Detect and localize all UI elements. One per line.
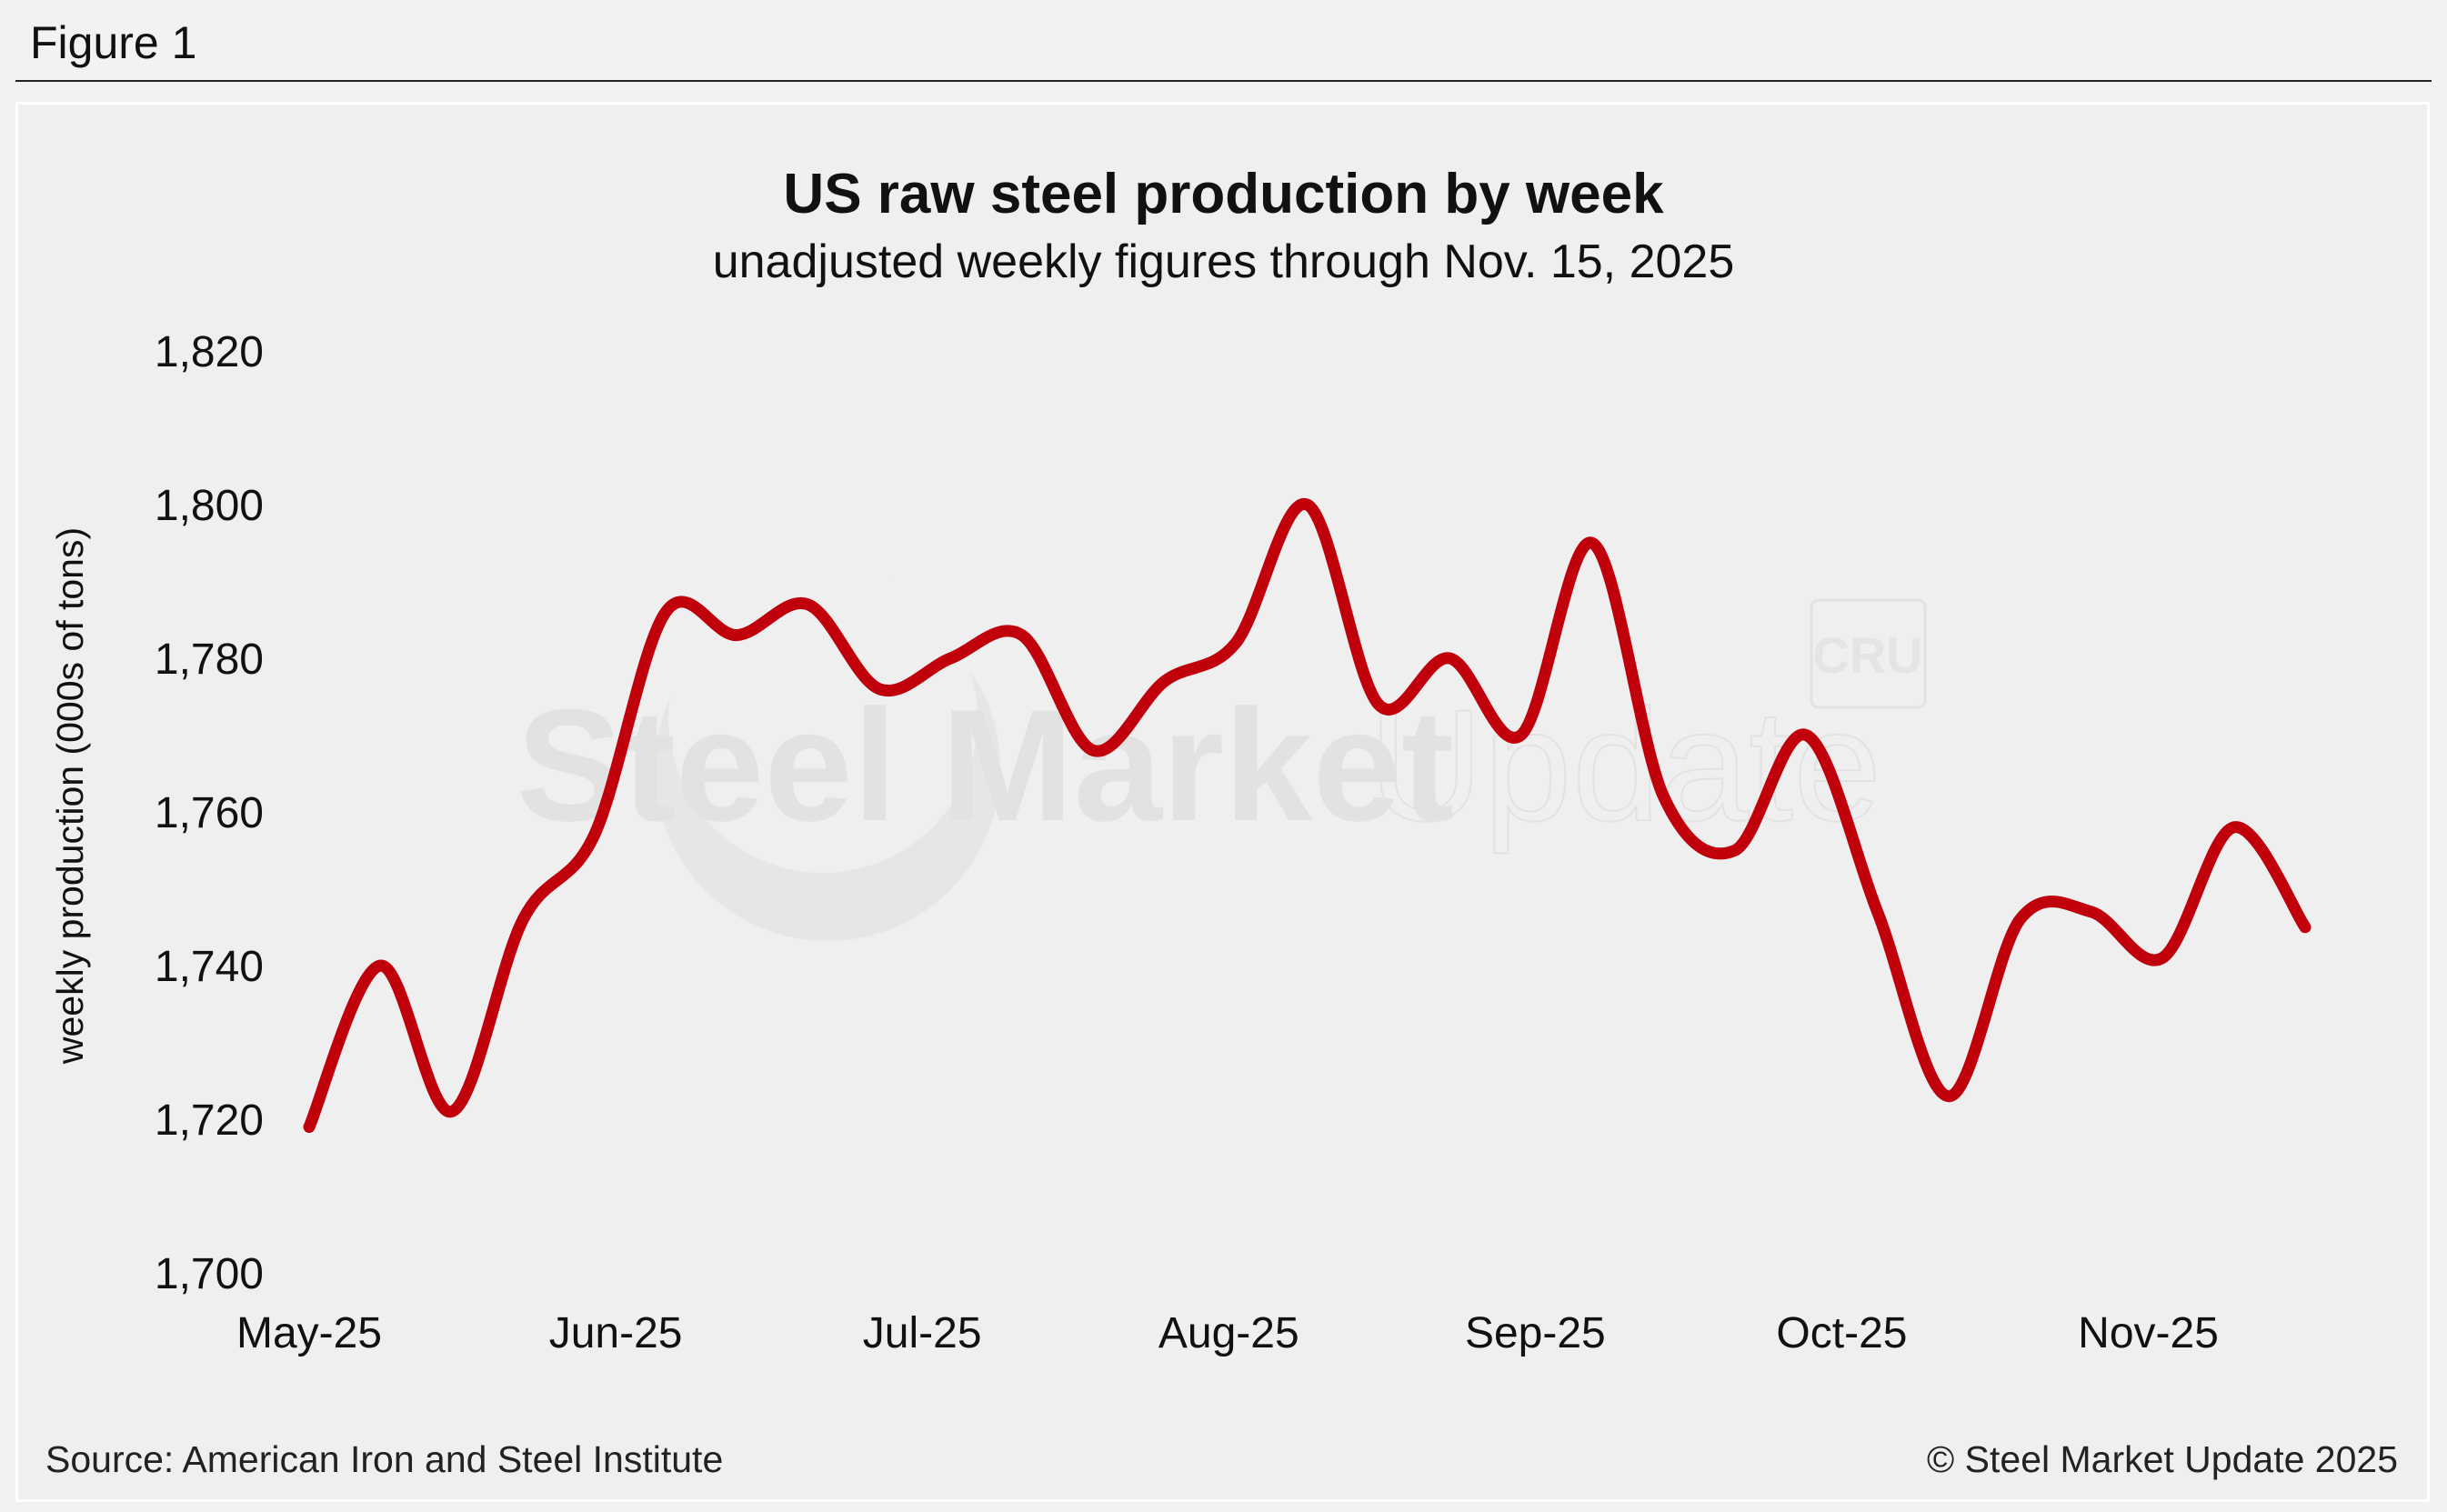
series-layer xyxy=(303,498,2312,1133)
copyright-note: © Steel Market Update 2025 xyxy=(1927,1438,2398,1480)
data-point xyxy=(450,1110,453,1113)
y-tick-label: 1,780 xyxy=(155,636,264,684)
data-point xyxy=(1948,1095,1950,1097)
chart-title: US raw steel production by week xyxy=(783,163,1664,225)
data-point xyxy=(1092,749,1095,752)
data-point xyxy=(1733,849,1736,852)
data-point xyxy=(1805,734,1808,736)
x-tick-label: Sep-25 xyxy=(1465,1309,1606,1357)
data-point xyxy=(878,687,881,690)
x-tick-label: Jul-25 xyxy=(863,1309,982,1357)
chart-panel xyxy=(15,102,2430,1502)
data-point xyxy=(1020,634,1023,636)
x-tick-label: Nov-25 xyxy=(2078,1309,2219,1357)
watermark-brand-bold: Steel Market xyxy=(516,677,1454,855)
x-tick-label: Aug-25 xyxy=(1158,1309,1299,1357)
data-point xyxy=(1449,657,1451,659)
data-point xyxy=(379,965,382,966)
x-tick-label: Jun-25 xyxy=(549,1309,683,1357)
figure-label: Figure 1 xyxy=(30,17,197,68)
data-point xyxy=(593,834,596,836)
data-point xyxy=(2161,956,2164,959)
y-axis: 1,700 1,720 1,740 1,760 1,780 1,800 1,820 xyxy=(155,328,264,1298)
data-point xyxy=(1591,542,1594,545)
y-tick-label: 1,800 xyxy=(155,482,264,530)
y-tick-label: 1,820 xyxy=(155,328,264,376)
x-axis: May-25 Jun-25 Jul-25 Aug-25 Sep-25 Oct-25 Nov-… xyxy=(236,1309,2219,1357)
x-tick-label: May-25 xyxy=(236,1309,382,1357)
y-tick-label: 1,760 xyxy=(155,789,264,837)
watermark-brand-light: Update xyxy=(1369,677,1881,855)
data-point xyxy=(522,918,525,921)
data-point xyxy=(665,611,667,614)
chart-subtitle: unadjusted weekly figures through Nov. 1… xyxy=(712,235,1735,288)
x-tick-label: Oct-25 xyxy=(1776,1309,1907,1357)
y-tick-label: 1,700 xyxy=(155,1250,264,1298)
y-tick-label: 1,740 xyxy=(155,943,264,991)
y-tick-label: 1,720 xyxy=(155,1096,264,1145)
watermark: Steel Market Update CRU xyxy=(516,564,1927,941)
y-axis-label: weekly production (000s of tons) xyxy=(49,527,91,1065)
data-point xyxy=(1235,642,1238,645)
data-point xyxy=(2090,910,2092,913)
source-note: Source: American Iron and Steel Institut… xyxy=(45,1438,724,1480)
series-line xyxy=(303,498,2312,1133)
data-point xyxy=(2304,926,2306,928)
data-point xyxy=(1306,504,1309,506)
data-point xyxy=(1519,734,1522,736)
data-point xyxy=(2019,918,2021,921)
data-point xyxy=(1876,910,1879,913)
watermark-cru-badge xyxy=(1810,598,1927,709)
data-point xyxy=(1163,680,1166,683)
data-point xyxy=(308,1126,310,1128)
data-point xyxy=(1377,703,1379,706)
data-point xyxy=(949,657,952,659)
header-divider xyxy=(15,80,2432,82)
data-point xyxy=(736,634,738,636)
watermark-cru-text: CRU xyxy=(1812,626,1922,684)
data-point xyxy=(807,603,809,606)
data-point xyxy=(2232,826,2235,828)
data-point xyxy=(1662,796,1665,798)
